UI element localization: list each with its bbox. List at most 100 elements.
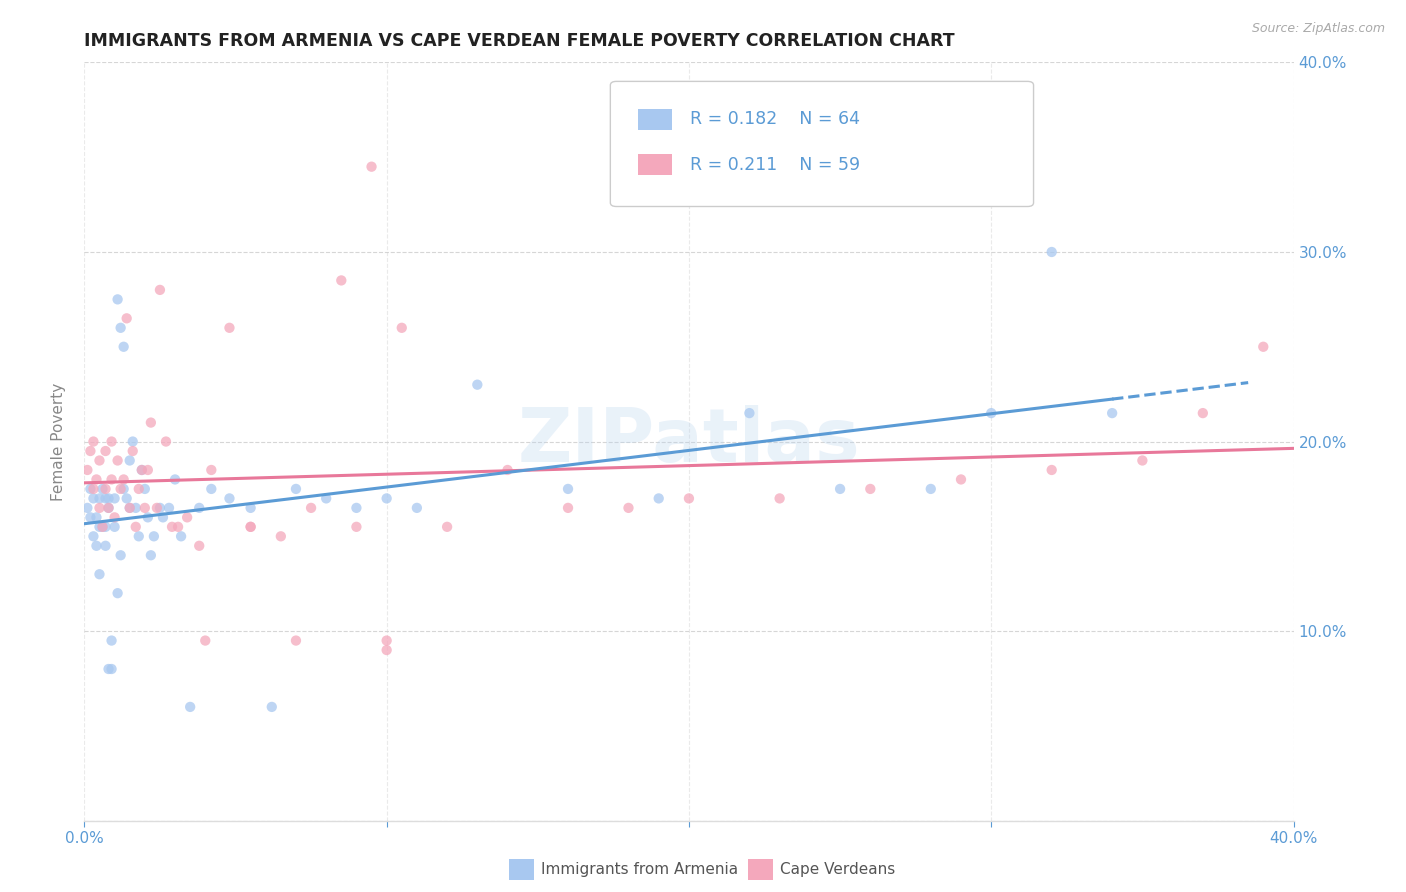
Point bbox=[375, 491, 398, 506]
Point bbox=[110, 482, 132, 496]
Point bbox=[136, 463, 159, 477]
Point bbox=[360, 160, 382, 174]
Point bbox=[118, 500, 141, 515]
Point bbox=[146, 500, 169, 515]
Point bbox=[89, 491, 111, 506]
Point bbox=[100, 434, 122, 449]
Point bbox=[79, 510, 101, 524]
Point bbox=[346, 520, 368, 534]
Point bbox=[155, 434, 177, 449]
Point bbox=[239, 520, 262, 534]
Point bbox=[557, 482, 579, 496]
Point bbox=[859, 482, 882, 496]
Point bbox=[738, 406, 761, 420]
Point bbox=[139, 548, 162, 563]
Point bbox=[125, 520, 148, 534]
Point bbox=[91, 482, 114, 496]
Point bbox=[170, 529, 193, 543]
Point bbox=[104, 520, 127, 534]
FancyBboxPatch shape bbox=[638, 154, 672, 176]
Text: Cape Verdeans: Cape Verdeans bbox=[780, 863, 896, 877]
Point bbox=[160, 520, 183, 534]
Point bbox=[89, 520, 111, 534]
Point bbox=[112, 340, 135, 354]
Point bbox=[97, 491, 120, 506]
Text: Source: ZipAtlas.com: Source: ZipAtlas.com bbox=[1251, 22, 1385, 36]
Point bbox=[239, 500, 262, 515]
Text: R = 0.211    N = 59: R = 0.211 N = 59 bbox=[690, 156, 860, 174]
Point bbox=[315, 491, 337, 506]
Point bbox=[157, 500, 180, 515]
Point bbox=[104, 491, 127, 506]
Point bbox=[165, 473, 187, 487]
Point bbox=[89, 500, 111, 515]
Point bbox=[1130, 453, 1153, 467]
Text: R = 0.182    N = 64: R = 0.182 N = 64 bbox=[690, 111, 860, 128]
Point bbox=[149, 283, 172, 297]
Y-axis label: Female Poverty: Female Poverty bbox=[51, 383, 66, 500]
Point bbox=[149, 500, 172, 515]
Point bbox=[115, 491, 138, 506]
Point bbox=[179, 699, 201, 714]
Point bbox=[86, 539, 108, 553]
Point bbox=[82, 529, 104, 543]
Point bbox=[89, 567, 111, 582]
Point bbox=[200, 482, 222, 496]
Point bbox=[260, 699, 283, 714]
Point bbox=[91, 520, 114, 534]
Point bbox=[97, 500, 120, 515]
Point bbox=[557, 500, 579, 515]
Point bbox=[79, 482, 101, 496]
Point bbox=[617, 500, 640, 515]
Point bbox=[107, 586, 129, 600]
Point bbox=[142, 529, 165, 543]
Point bbox=[769, 491, 792, 506]
Point bbox=[980, 406, 1002, 420]
Point bbox=[100, 633, 122, 648]
Point bbox=[239, 520, 262, 534]
Point bbox=[134, 500, 156, 515]
Point bbox=[346, 500, 368, 515]
Point bbox=[406, 500, 429, 515]
Point bbox=[94, 444, 117, 458]
Text: Immigrants from Armenia: Immigrants from Armenia bbox=[541, 863, 738, 877]
Point bbox=[678, 491, 700, 506]
Point bbox=[112, 482, 135, 496]
Point bbox=[330, 273, 353, 287]
Point bbox=[86, 510, 108, 524]
Point bbox=[79, 444, 101, 458]
Point bbox=[134, 482, 156, 496]
Point bbox=[115, 311, 138, 326]
Point bbox=[218, 491, 240, 506]
Point bbox=[1253, 340, 1275, 354]
Point bbox=[94, 482, 117, 496]
Point bbox=[94, 491, 117, 506]
Point bbox=[118, 500, 141, 515]
Point bbox=[1192, 406, 1215, 420]
Point bbox=[76, 463, 98, 477]
Point bbox=[110, 548, 132, 563]
Point bbox=[97, 662, 120, 676]
Point bbox=[139, 416, 162, 430]
Point bbox=[131, 463, 153, 477]
Point bbox=[200, 463, 222, 477]
Point bbox=[299, 500, 322, 515]
Point bbox=[285, 482, 308, 496]
Point bbox=[121, 434, 143, 449]
Point bbox=[118, 453, 141, 467]
Point bbox=[112, 473, 135, 487]
Point bbox=[188, 500, 211, 515]
Point bbox=[648, 491, 671, 506]
Point bbox=[82, 434, 104, 449]
Point bbox=[136, 510, 159, 524]
Point bbox=[100, 473, 122, 487]
FancyBboxPatch shape bbox=[638, 109, 672, 130]
Point bbox=[152, 510, 174, 524]
Point bbox=[218, 320, 240, 334]
Point bbox=[104, 510, 127, 524]
Point bbox=[82, 491, 104, 506]
Point bbox=[128, 529, 150, 543]
Point bbox=[375, 633, 398, 648]
Point bbox=[285, 633, 308, 648]
Point bbox=[110, 320, 132, 334]
